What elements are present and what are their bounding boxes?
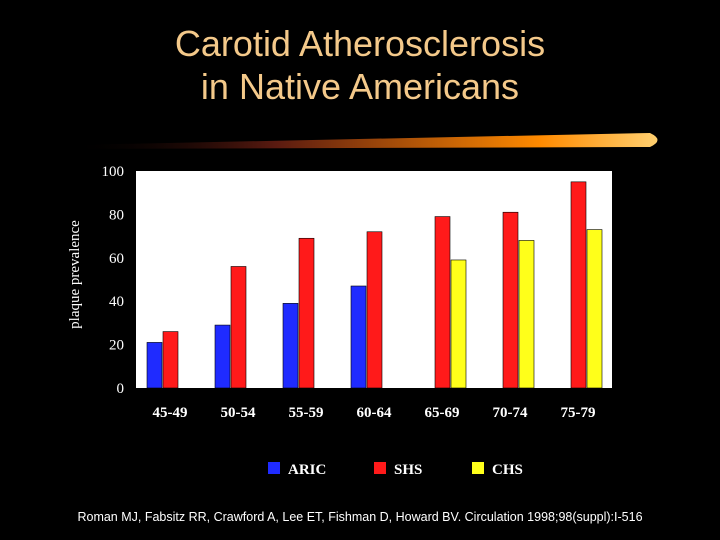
y-tick-label: 60 (109, 251, 124, 267)
decorative-swoosh (70, 133, 658, 149)
title-line-2: in Native Americans (200, 66, 520, 107)
y-tick-label: 100 (102, 164, 125, 180)
bar-shs-55-59 (298, 237, 315, 389)
x-tick-label: 60-64 (357, 405, 392, 421)
x-tick-label: 65-69 (425, 405, 460, 421)
slide-title: Carotid Atherosclerosis in Native Americ… (0, 22, 720, 108)
bar-shs-45-49 (162, 331, 179, 389)
y-axis-label: plaque prevalence (67, 220, 83, 329)
bar-chs-65-69 (450, 259, 467, 389)
x-tick-label: 55-59 (289, 405, 324, 421)
bar-aric-55-59 (282, 303, 299, 389)
title-line-1: Carotid Atherosclerosis (174, 23, 546, 64)
y-tick-label: 20 (109, 338, 124, 354)
bar-chs-75-79 (586, 229, 603, 389)
legend-swatch-aric (268, 462, 280, 474)
x-tick-label: 75-79 (561, 405, 596, 421)
y-tick-label: 80 (109, 207, 124, 223)
bar-shs-60-64 (366, 231, 383, 389)
bar-chs-70-74 (518, 240, 535, 389)
x-tick-label: 50-54 (221, 405, 256, 421)
bar-shs-50-54 (230, 266, 247, 389)
bar-aric-60-64 (350, 285, 367, 389)
bar-shs-75-79 (570, 181, 587, 389)
bar-aric-50-54 (214, 324, 231, 389)
x-tick-label: 70-74 (493, 405, 528, 421)
citation: Roman MJ, Fabsitz RR, Crawford A, Lee ET… (77, 510, 643, 524)
bar-shs-70-74 (502, 211, 519, 389)
legend-swatch-chs (472, 462, 484, 474)
legend-label-shs: SHS (394, 462, 422, 478)
bar-aric-45-49 (146, 342, 163, 389)
legend-label-chs: CHS (492, 462, 523, 478)
x-tick-label: 45-49 (153, 405, 188, 421)
legend-swatch-shs (374, 462, 386, 474)
y-tick-label: 40 (109, 294, 124, 310)
legend-label-aric: ARIC (288, 462, 326, 478)
bar-shs-65-69 (434, 216, 451, 389)
y-tick-label: 0 (117, 381, 125, 397)
